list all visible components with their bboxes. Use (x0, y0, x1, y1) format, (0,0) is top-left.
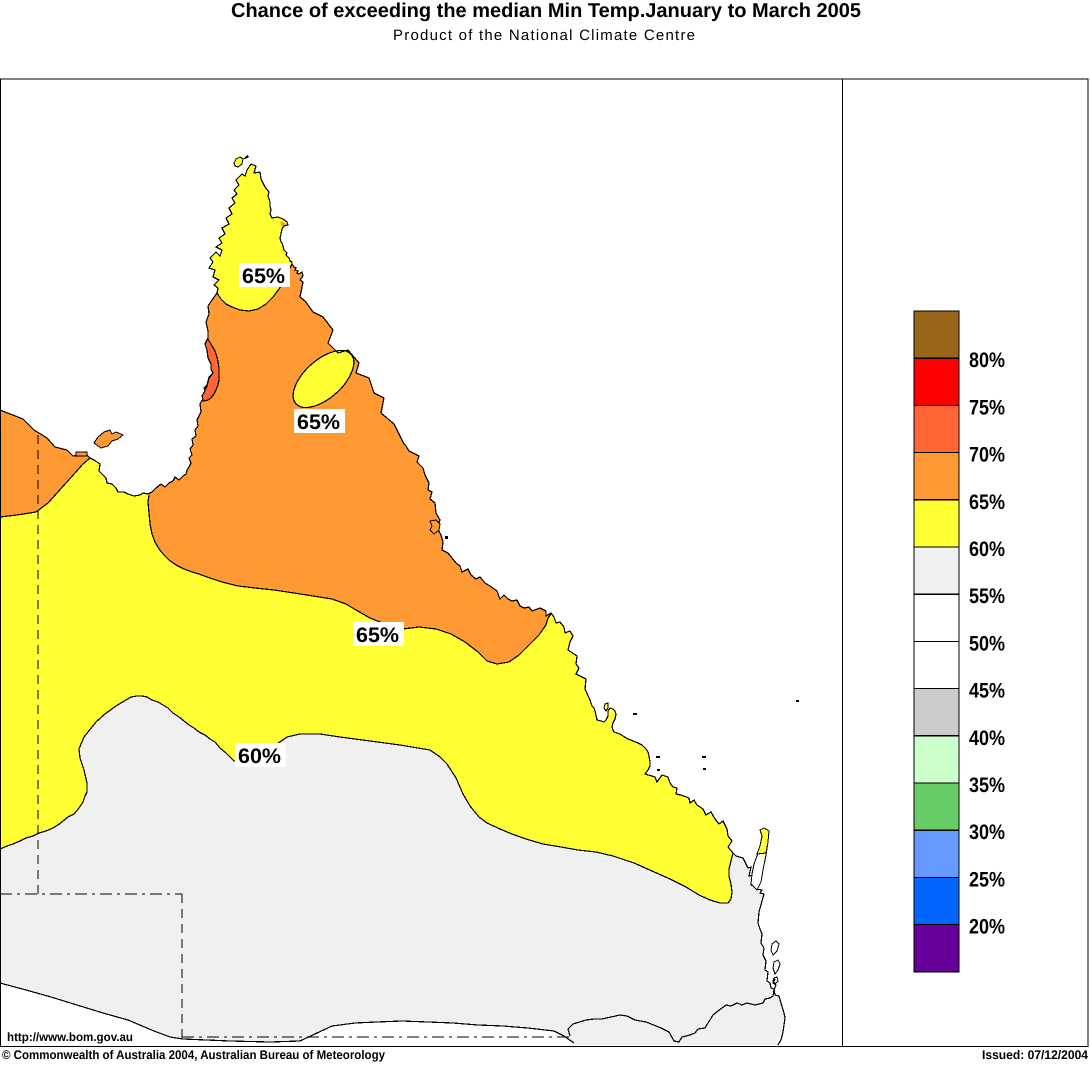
svg-text:Issued: 07/12/2004: Issued: 07/12/2004 (982, 1048, 1088, 1062)
svg-text:65%: 65% (242, 265, 285, 288)
svg-text:50%: 50% (969, 632, 1005, 655)
svg-text:Product of the National Climat: Product of the National Climate Centre (393, 27, 695, 44)
svg-text:40%: 40% (969, 727, 1005, 750)
svg-text:30%: 30% (969, 821, 1005, 844)
svg-text:35%: 35% (969, 774, 1005, 797)
svg-text:20%: 20% (969, 916, 1005, 939)
svg-text:70%: 70% (969, 444, 1005, 467)
svg-text:55%: 55% (969, 585, 1005, 608)
svg-text:80%: 80% (969, 349, 1005, 372)
svg-text:65%: 65% (969, 491, 1005, 514)
svg-text:45%: 45% (969, 680, 1005, 703)
svg-text:65%: 65% (356, 624, 399, 647)
svg-text:© Commonwealth of Australia 20: © Commonwealth of Australia 2004, Austra… (2, 1048, 385, 1062)
svg-text:Chance of exceeding the median: Chance of exceeding the median Min Temp.… (231, 0, 861, 22)
svg-text:60%: 60% (238, 745, 281, 768)
svg-text:25%: 25% (969, 868, 1005, 891)
svg-text:60%: 60% (969, 538, 1005, 561)
svg-text:http://www.bom.gov.au: http://www.bom.gov.au (7, 1030, 133, 1044)
svg-text:65%: 65% (297, 411, 340, 434)
svg-text:75%: 75% (969, 396, 1005, 419)
